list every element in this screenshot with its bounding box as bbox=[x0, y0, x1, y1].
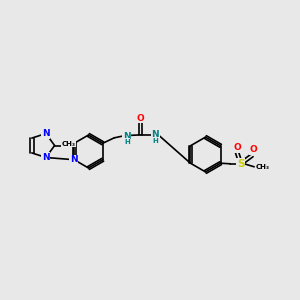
Text: CH₃: CH₃ bbox=[255, 164, 269, 170]
Text: N: N bbox=[70, 155, 77, 164]
Text: N: N bbox=[42, 153, 50, 162]
Text: CH₃: CH₃ bbox=[62, 141, 76, 147]
Text: N: N bbox=[123, 131, 130, 140]
Text: O: O bbox=[233, 143, 241, 152]
Text: N: N bbox=[152, 130, 159, 139]
Text: O: O bbox=[250, 146, 257, 154]
Text: O: O bbox=[137, 113, 145, 122]
Text: H: H bbox=[152, 138, 158, 144]
Text: H: H bbox=[124, 139, 130, 145]
Text: N: N bbox=[42, 129, 50, 138]
Text: S: S bbox=[237, 159, 244, 169]
